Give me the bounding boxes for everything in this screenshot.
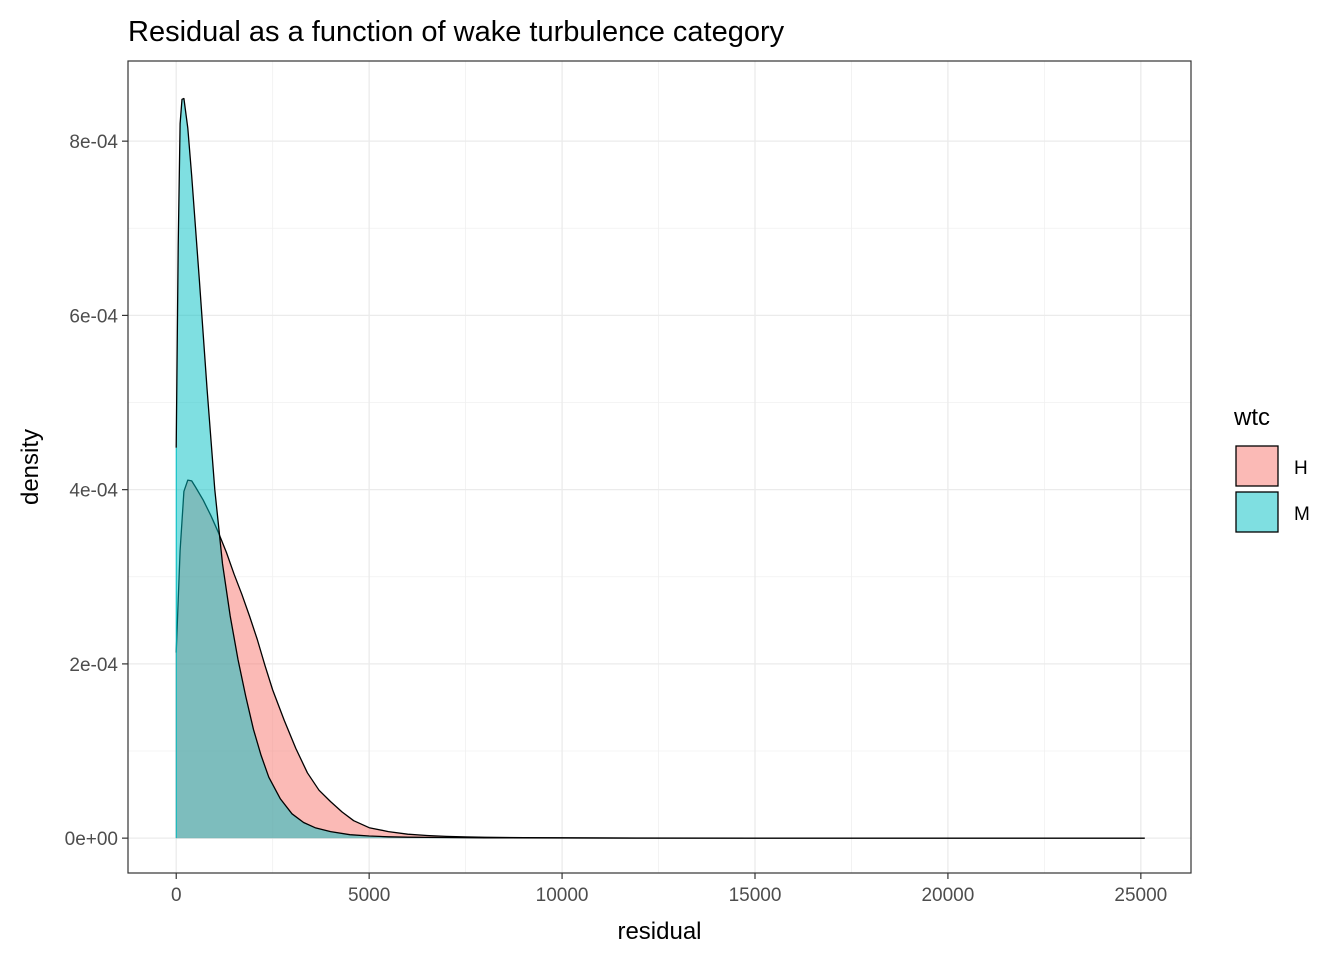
x-tick-label: 15000 xyxy=(729,885,782,906)
x-tick-label: 0 xyxy=(171,885,182,906)
legend-label-M: M xyxy=(1294,504,1310,525)
legend-title: wtc xyxy=(1233,404,1270,431)
y-tick-label: 0e+00 xyxy=(65,829,118,850)
legend: wtc H M xyxy=(1233,404,1310,533)
y-tick-label: 4e-04 xyxy=(69,481,118,502)
x-tick-label: 20000 xyxy=(921,885,974,906)
y-axis: 0e+00 2e-04 4e-04 6e-04 8e-04 xyxy=(65,132,128,850)
plot-panel-border xyxy=(127,60,1192,874)
chart-title: Residual as a function of wake turbulenc… xyxy=(128,16,785,48)
x-tick-label: 5000 xyxy=(348,885,390,906)
legend-label-H: H xyxy=(1294,458,1308,479)
legend-key-H xyxy=(1235,445,1279,487)
x-axis: 0 5000 10000 15000 20000 25000 xyxy=(171,873,1167,906)
y-tick-label: 6e-04 xyxy=(69,306,118,327)
density-outline-M xyxy=(175,97,1145,839)
x-tick-label: 10000 xyxy=(536,885,589,906)
x-axis-title: residual xyxy=(617,918,701,945)
y-tick-label: 2e-04 xyxy=(69,655,118,676)
y-axis-title: density xyxy=(17,429,44,505)
x-tick-label: 25000 xyxy=(1114,885,1167,906)
density-areas xyxy=(175,97,1145,839)
legend-key-M xyxy=(1235,491,1279,533)
y-tick-label: 8e-04 xyxy=(69,132,118,153)
